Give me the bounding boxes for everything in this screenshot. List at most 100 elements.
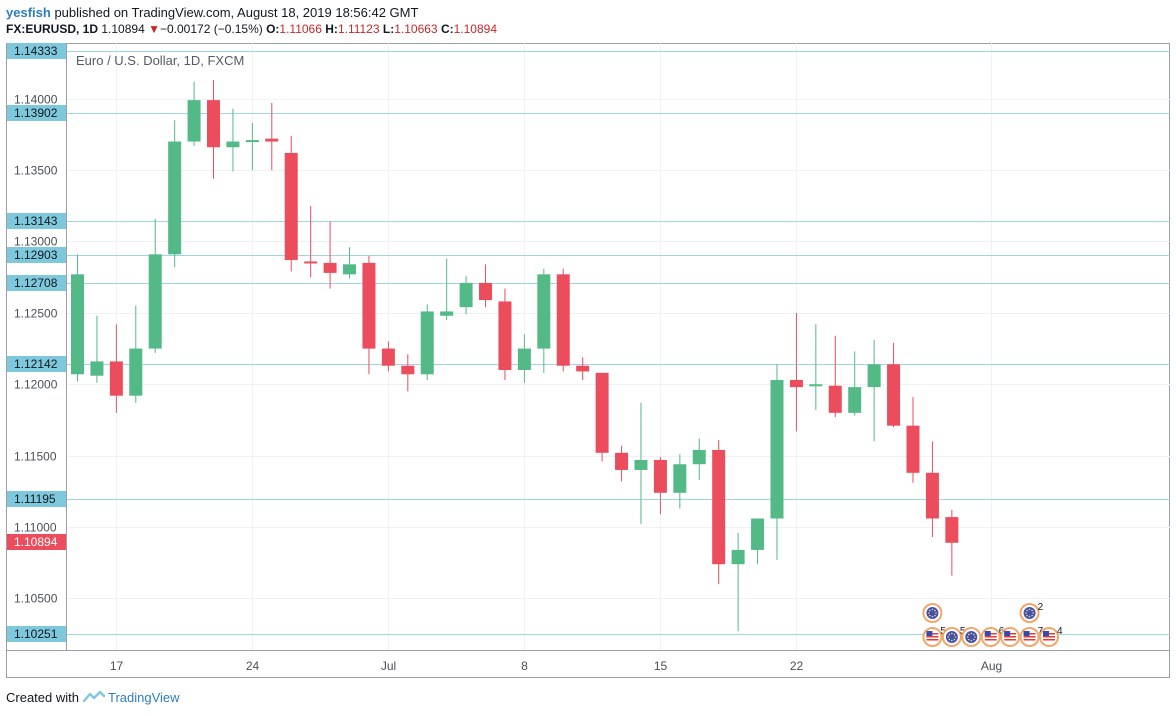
candle-up[interactable] [848, 351, 862, 416]
candle-down[interactable] [887, 342, 901, 428]
candle-body [653, 459, 667, 493]
candle-body [148, 254, 162, 349]
candle-up[interactable] [420, 304, 434, 380]
low-value: 1.10663 [394, 22, 438, 36]
candle-up[interactable] [770, 364, 784, 560]
candle-down[interactable] [401, 354, 415, 392]
candle-body [265, 138, 279, 142]
candle-up[interactable] [440, 258, 454, 321]
candle-up[interactable] [245, 122, 259, 171]
price-change: −0.00172 (−0.15%) [159, 22, 263, 36]
candle-down[interactable] [712, 439, 726, 585]
candle-up[interactable] [751, 518, 765, 565]
candle-up[interactable] [129, 305, 143, 403]
candle-up[interactable] [343, 247, 357, 279]
eu-star [951, 639, 953, 642]
candle-down[interactable] [925, 441, 939, 538]
author-name[interactable]: yesfish [6, 5, 51, 20]
candle-body [381, 348, 395, 366]
candle-up[interactable] [692, 438, 706, 480]
us-flag-canton [1043, 631, 1049, 636]
candle-body [595, 372, 609, 453]
candle-up[interactable] [226, 108, 240, 172]
level-price-label: 1.11195 [14, 492, 56, 506]
footer: Created with TradingView [6, 690, 180, 705]
candle-up[interactable] [673, 454, 687, 509]
candle-body [828, 385, 842, 413]
eu-star [1026, 614, 1028, 617]
level-price-label: 1.12708 [14, 276, 58, 290]
candle-down[interactable] [265, 102, 279, 171]
candle-body [867, 364, 881, 388]
candle-up[interactable] [168, 120, 182, 268]
open-value: 1.11066 [279, 22, 322, 36]
candle-up[interactable] [537, 268, 551, 373]
economic-event-marker[interactable] [961, 627, 982, 647]
price-chart[interactable]: 1.14000 1.13500 1.13000 1.12500 1.12000 1.115… [6, 43, 1170, 678]
candle-body [90, 361, 104, 376]
price-axis[interactable]: 1.14000 1.13500 1.13000 1.12500 1.12000 1.115… [7, 43, 66, 642]
candle-body [848, 387, 862, 413]
price-tick-label: 1.13500 [14, 164, 58, 178]
us-flag-stripe [926, 639, 939, 641]
candle-down[interactable] [284, 135, 298, 272]
candle-down[interactable] [381, 341, 395, 372]
economic-event-marker[interactable]: 5 [941, 626, 966, 647]
candle-down[interactable] [576, 357, 590, 380]
us-flag-icon [926, 631, 939, 643]
candle-down[interactable] [498, 288, 512, 380]
candle-down[interactable] [479, 264, 493, 308]
candle-down[interactable] [945, 509, 959, 576]
economic-event-marker[interactable]: 6 [980, 626, 1005, 647]
economic-event-marker[interactable]: 2 [1019, 602, 1044, 623]
candle-up[interactable] [148, 218, 162, 353]
candle-down[interactable] [109, 324, 123, 413]
economic-event-marker[interactable]: 5 [922, 626, 946, 647]
economic-event-marker[interactable]: 7 [1019, 626, 1044, 647]
close-value: 1.10894 [453, 22, 498, 36]
time-tick-label: 15 [654, 659, 668, 673]
candle-up[interactable] [867, 340, 881, 442]
candle-up[interactable] [634, 402, 648, 525]
economic-event-marker[interactable] [922, 603, 943, 623]
candle-down[interactable] [595, 372, 609, 462]
eu-star [929, 614, 931, 617]
us-flag-canton [926, 631, 933, 636]
eu-star [947, 636, 950, 638]
candle-up[interactable] [459, 275, 473, 315]
candle-body [751, 518, 765, 550]
level-price-label: 1.10251 [14, 627, 58, 641]
us-flag-canton [984, 631, 991, 636]
candle-down[interactable] [615, 445, 629, 482]
candle-body [459, 282, 473, 308]
candle-down[interactable] [828, 335, 842, 418]
candle-up[interactable] [187, 81, 201, 146]
current-price-label: 1.10894 [14, 535, 58, 549]
eu-star [973, 633, 975, 636]
candle-down[interactable] [653, 457, 667, 515]
candle-up[interactable] [90, 315, 104, 383]
candle-down[interactable] [789, 312, 803, 432]
candle-body [109, 361, 123, 396]
time-axis[interactable]: 1724Jul81522Aug121926Sep [110, 659, 1170, 673]
candle-down[interactable] [304, 205, 318, 278]
economic-event-marker[interactable] [1000, 627, 1021, 647]
us-flag-stripe [926, 636, 939, 638]
candle-up[interactable] [731, 532, 745, 632]
candle-up[interactable] [517, 334, 531, 383]
candle-down[interactable] [323, 221, 337, 289]
candle-down[interactable] [556, 268, 570, 372]
candle-down[interactable] [906, 397, 920, 483]
candle-down[interactable] [362, 255, 376, 375]
candlestick-series [71, 80, 959, 632]
eu-star [953, 633, 956, 636]
tradingview-link[interactable]: TradingView [107, 690, 180, 705]
candle-up[interactable] [71, 254, 84, 382]
economic-event-marker[interactable]: 4 [1039, 626, 1063, 647]
candle-up[interactable] [809, 324, 823, 410]
candle-down[interactable] [207, 80, 221, 179]
eu-star [953, 638, 956, 641]
candle-body [945, 517, 959, 543]
eu-star [974, 636, 976, 638]
eu-star [970, 632, 973, 635]
